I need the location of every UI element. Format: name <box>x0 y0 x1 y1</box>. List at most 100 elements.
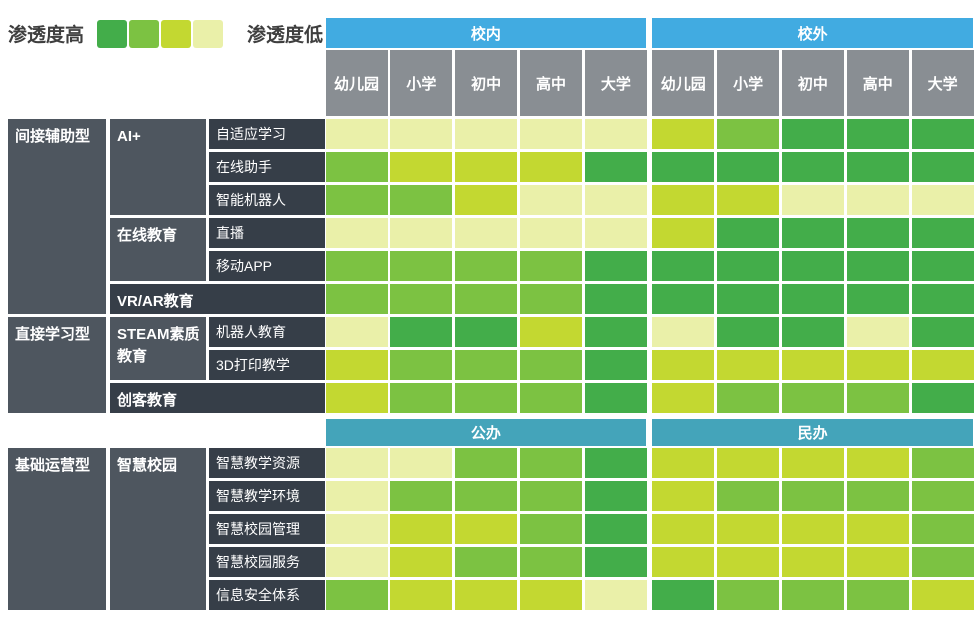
heatmap-cell <box>520 284 583 314</box>
group-label: 创客教育 <box>110 383 325 413</box>
column-header: 小学 <box>390 50 453 116</box>
heatmap-cell <box>584 284 647 314</box>
item-label: 智慧校园管理 <box>209 514 325 544</box>
item-label: 智慧教学资源 <box>209 448 325 478</box>
heatmap-cell <box>455 119 518 149</box>
heatmap-cell <box>652 119 715 149</box>
item-label: 移动APP <box>209 251 325 281</box>
heatmap-cell <box>717 350 780 380</box>
heatmap-cell <box>781 514 844 544</box>
heatmap-cell <box>455 185 518 215</box>
column-header: 高中 <box>520 50 583 116</box>
heatmap-cell <box>717 185 780 215</box>
heatmap-cell <box>846 284 909 314</box>
heatmap-cell <box>455 317 518 347</box>
heatmap-cell <box>846 317 909 347</box>
school-type-band: 民办 <box>652 419 973 446</box>
heatmap-cell <box>390 218 453 248</box>
heatmap-cell <box>652 350 715 380</box>
heatmap-cell <box>781 580 844 610</box>
heatmap-cell <box>781 448 844 478</box>
heatmap-cell <box>846 251 909 281</box>
heatmap-cell <box>911 481 974 511</box>
heatmap-cell <box>846 350 909 380</box>
heatmap-cell <box>520 514 583 544</box>
heatmap-cell <box>846 152 909 182</box>
heatmap-cell <box>325 119 388 149</box>
heatmap-cell <box>325 284 388 314</box>
heatmap-cell <box>781 185 844 215</box>
heatmap-cell <box>325 218 388 248</box>
item-label: 自适应学习 <box>209 119 325 149</box>
category-label: 间接辅助型 <box>8 119 106 314</box>
heatmap-cell <box>652 547 715 577</box>
heatmap-cell <box>390 284 453 314</box>
heatmap-cell <box>584 218 647 248</box>
heatmap-cell <box>390 547 453 577</box>
column-header: 小学 <box>717 50 780 116</box>
heatmap-cell <box>520 317 583 347</box>
heatmap-cell <box>520 448 583 478</box>
heatmap-cell <box>717 119 780 149</box>
heatmap-cell <box>455 251 518 281</box>
heatmap-cell <box>781 350 844 380</box>
heatmap-cell <box>652 284 715 314</box>
heatmap-cell <box>911 580 974 610</box>
heatmap-cell <box>325 547 388 577</box>
heatmap-cell <box>390 481 453 511</box>
heatmap-cell <box>652 481 715 511</box>
heatmap-cell <box>911 448 974 478</box>
column-header: 幼儿园 <box>325 50 388 116</box>
item-label: 信息安全体系 <box>209 580 325 610</box>
school-type-band: 公办 <box>325 419 647 446</box>
heatmap-cell <box>911 185 974 215</box>
heatmap-cell <box>390 448 453 478</box>
heatmap-cell <box>652 514 715 544</box>
heatmap-cell <box>455 580 518 610</box>
heatmap-cell <box>717 251 780 281</box>
heatmap-cell <box>846 481 909 511</box>
heatmap-cell <box>520 350 583 380</box>
heatmap-cell <box>455 152 518 182</box>
heatmap-cell <box>325 481 388 511</box>
heatmap-cell <box>584 119 647 149</box>
group-label: VR/AR教育 <box>110 284 325 314</box>
school-scope-band: 校内 <box>325 18 647 48</box>
heatmap-cell <box>717 152 780 182</box>
heatmap-cell <box>846 383 909 413</box>
heatmap-cell <box>520 383 583 413</box>
heatmap-cell <box>911 383 974 413</box>
heatmap-cell <box>325 317 388 347</box>
column-header: 初中 <box>455 50 518 116</box>
group-label: 智慧校园 <box>110 448 206 610</box>
heatmap-cell <box>455 547 518 577</box>
legend-swatch-level-1 <box>97 20 127 48</box>
heatmap-cell <box>584 481 647 511</box>
heatmap-cell <box>520 152 583 182</box>
heatmap-cell <box>520 547 583 577</box>
heatmap-cell <box>584 547 647 577</box>
heatmap-cell <box>781 218 844 248</box>
heatmap-cell <box>520 251 583 281</box>
heatmap-cell <box>455 383 518 413</box>
heatmap-cell <box>781 383 844 413</box>
item-label: 智慧教学环境 <box>209 481 325 511</box>
legend-high-label: 渗透度高 <box>8 25 85 46</box>
heatmap-cell <box>717 218 780 248</box>
heatmap-cell <box>520 119 583 149</box>
heatmap-cell <box>911 218 974 248</box>
heatmap-cell <box>846 448 909 478</box>
heatmap-cell <box>584 317 647 347</box>
school-scope-band: 校外 <box>652 18 973 48</box>
heatmap-cell <box>911 317 974 347</box>
heatmap-cell <box>325 152 388 182</box>
heatmap-cell <box>325 580 388 610</box>
heatmap-cell <box>520 185 583 215</box>
heatmap-cell <box>390 383 453 413</box>
heatmap-cell <box>390 152 453 182</box>
heatmap-cell <box>584 580 647 610</box>
heatmap-cell <box>911 119 974 149</box>
heatmap-cell <box>781 119 844 149</box>
heatmap-cell <box>846 185 909 215</box>
